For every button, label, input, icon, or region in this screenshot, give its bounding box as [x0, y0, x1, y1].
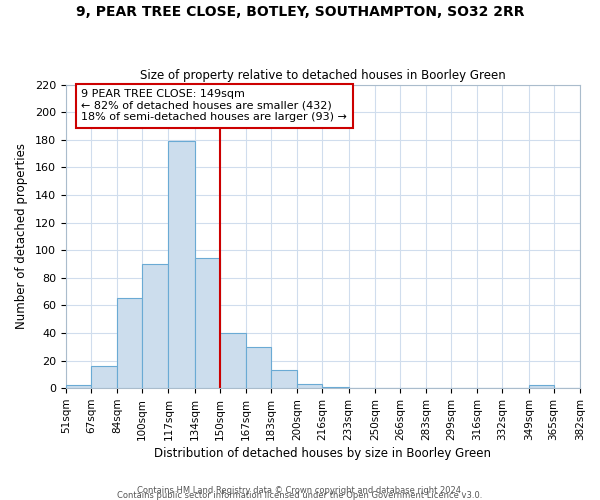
- Bar: [91, 366, 117, 388]
- Bar: [117, 298, 142, 388]
- Bar: [246, 347, 271, 388]
- Text: Contains HM Land Registry data © Crown copyright and database right 2024.: Contains HM Land Registry data © Crown c…: [137, 486, 463, 495]
- Bar: [195, 258, 220, 388]
- X-axis label: Distribution of detached houses by size in Boorley Green: Distribution of detached houses by size …: [154, 447, 491, 460]
- Bar: [169, 141, 195, 388]
- Bar: [322, 387, 349, 388]
- Text: 9, PEAR TREE CLOSE, BOTLEY, SOUTHAMPTON, SO32 2RR: 9, PEAR TREE CLOSE, BOTLEY, SOUTHAMPTON,…: [76, 5, 524, 19]
- Bar: [142, 264, 169, 388]
- Bar: [529, 386, 554, 388]
- Bar: [271, 370, 298, 388]
- Title: Size of property relative to detached houses in Boorley Green: Size of property relative to detached ho…: [140, 69, 506, 82]
- Text: Contains public sector information licensed under the Open Government Licence v3: Contains public sector information licen…: [118, 491, 482, 500]
- Text: 9 PEAR TREE CLOSE: 149sqm
← 82% of detached houses are smaller (432)
18% of semi: 9 PEAR TREE CLOSE: 149sqm ← 82% of detac…: [82, 89, 347, 122]
- Bar: [220, 333, 246, 388]
- Y-axis label: Number of detached properties: Number of detached properties: [15, 144, 28, 330]
- Bar: [298, 384, 322, 388]
- Bar: [66, 386, 91, 388]
